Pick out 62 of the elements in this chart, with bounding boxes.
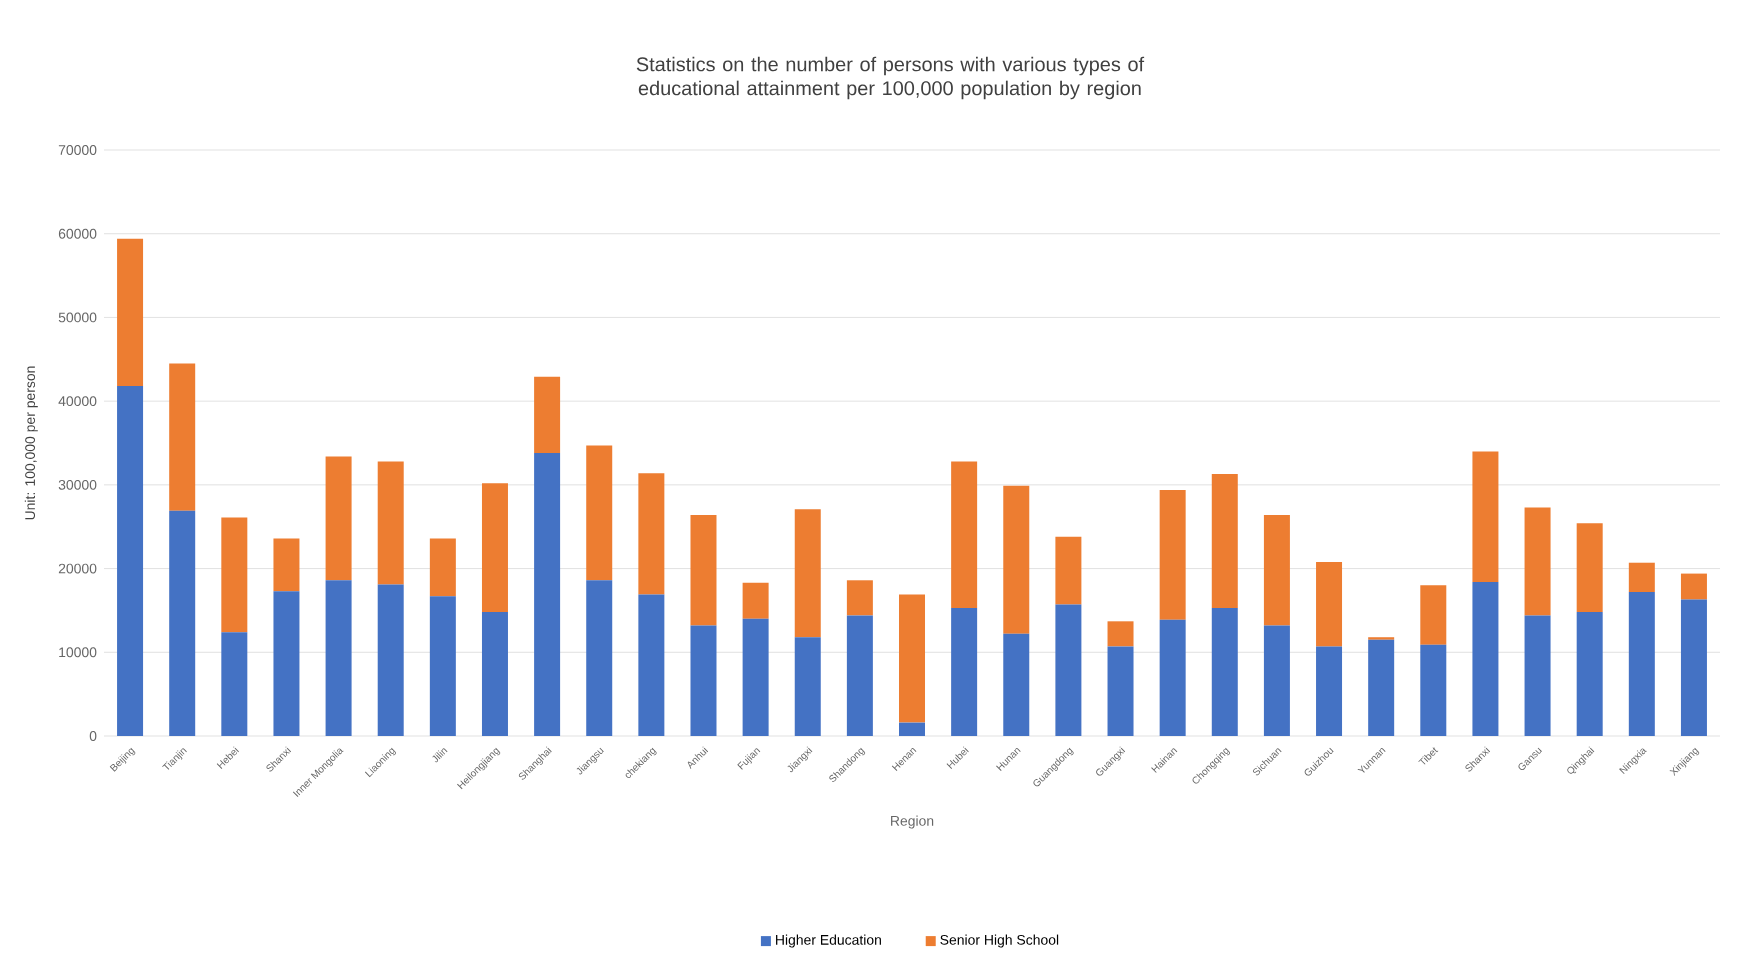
bar	[169, 363, 196, 511]
bar	[534, 376, 561, 454]
bar	[846, 615, 873, 736]
bar	[951, 461, 978, 608]
bar	[794, 637, 821, 736]
bar	[899, 594, 926, 723]
bar	[429, 538, 456, 597]
bar	[586, 580, 613, 736]
bar	[1524, 615, 1551, 736]
bar	[1159, 619, 1186, 736]
bar	[1055, 604, 1082, 736]
bar	[325, 580, 352, 736]
bar	[638, 594, 665, 736]
bar	[951, 607, 978, 736]
bar	[1316, 561, 1343, 647]
bar	[377, 461, 404, 585]
bar	[1628, 592, 1655, 736]
bar	[1628, 562, 1655, 593]
bar	[690, 625, 717, 736]
bar	[273, 591, 300, 736]
bar	[1472, 581, 1499, 736]
bar	[846, 580, 873, 616]
bar	[638, 473, 665, 595]
bar	[1576, 612, 1603, 736]
bar	[1211, 607, 1238, 736]
bar	[377, 584, 404, 736]
bar	[221, 632, 248, 736]
bar	[1368, 639, 1395, 736]
bar	[1420, 585, 1447, 645]
bar	[273, 538, 300, 592]
bar	[481, 612, 508, 736]
bar	[899, 722, 926, 736]
bar	[117, 238, 144, 387]
bar	[690, 514, 717, 626]
bar	[1003, 485, 1030, 634]
bar	[429, 596, 456, 736]
bar	[742, 618, 769, 736]
bar	[1524, 507, 1551, 616]
bar	[1263, 625, 1290, 736]
bar	[534, 453, 561, 736]
bar	[481, 483, 508, 613]
bar	[1107, 646, 1134, 736]
bar	[742, 582, 769, 619]
bar	[1680, 599, 1707, 736]
bar	[1316, 646, 1343, 736]
bar	[586, 445, 613, 581]
bar	[1680, 573, 1707, 600]
chart-title: Statistics on the number of persons with various types of educational attainment per 100,000 population by region	[636, 56, 1145, 100]
bar	[1472, 451, 1499, 582]
bar	[794, 509, 821, 638]
bar	[169, 510, 196, 736]
bar	[221, 517, 248, 633]
bar	[1107, 621, 1134, 647]
bar	[325, 456, 352, 581]
bar	[117, 386, 144, 736]
bar	[1420, 644, 1447, 736]
bar	[1159, 489, 1186, 620]
bar	[1055, 536, 1082, 605]
bar	[1263, 514, 1290, 626]
bar	[1003, 633, 1030, 736]
bar	[1576, 523, 1603, 613]
bar	[1211, 473, 1238, 608]
